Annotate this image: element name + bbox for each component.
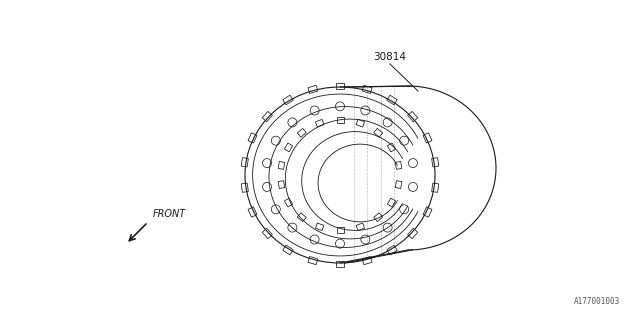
Text: A177001003: A177001003: [573, 297, 620, 306]
Text: 30814: 30814: [374, 52, 406, 62]
Text: FRONT: FRONT: [153, 209, 186, 219]
